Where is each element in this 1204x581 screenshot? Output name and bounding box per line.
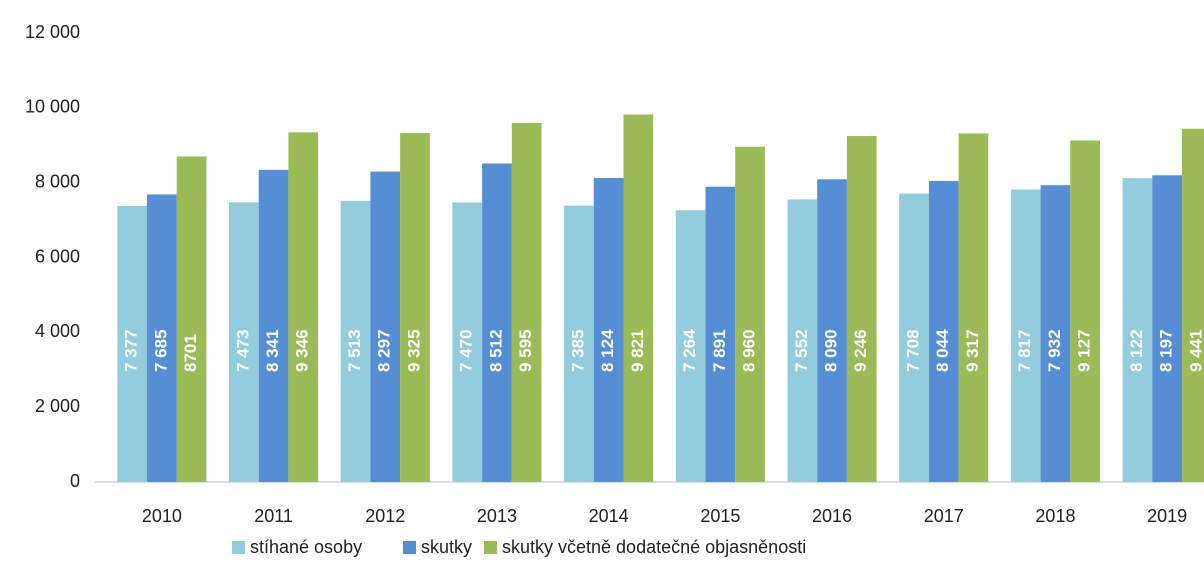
y-tick-label: 4 000 <box>35 321 80 341</box>
value-label: 8 090 <box>822 329 841 372</box>
value-label: 7 685 <box>151 329 170 372</box>
bar <box>787 199 818 483</box>
x-tick-label: 2010 <box>142 506 182 526</box>
x-tick-label: 2014 <box>589 506 629 526</box>
bar <box>675 210 706 483</box>
y-tick-label: 6 000 <box>35 246 80 266</box>
bar <box>623 114 654 482</box>
bar <box>482 163 512 482</box>
bar <box>593 178 624 483</box>
value-label: 8 297 <box>375 329 394 372</box>
value-label: 9 325 <box>404 329 423 372</box>
bar <box>176 156 207 483</box>
bar <box>452 202 483 482</box>
bar <box>899 193 929 482</box>
x-tick-label: 2011 <box>254 506 293 526</box>
legend-swatch <box>403 541 416 554</box>
value-label: 7 932 <box>1045 329 1064 372</box>
x-tick-label: 2016 <box>812 506 852 526</box>
value-label: 8 124 <box>598 329 617 372</box>
value-label: 7 552 <box>792 329 811 372</box>
x-tick-label: 2018 <box>1035 506 1075 526</box>
bar <box>511 122 542 482</box>
y-tick-label: 2 000 <box>35 396 80 416</box>
x-tick-label: 2017 <box>924 506 964 526</box>
value-label: 8 960 <box>740 329 759 372</box>
legend-swatch <box>484 541 497 554</box>
value-label: 8701 <box>181 334 200 372</box>
bar <box>1152 175 1182 482</box>
value-label: 9 346 <box>293 329 312 372</box>
legend-label: skutky včetně dodatečné objasněnosti <box>502 537 806 557</box>
bar <box>288 132 319 482</box>
bar <box>1070 140 1100 482</box>
bar <box>400 133 430 482</box>
bar <box>117 205 147 483</box>
value-label: 7 817 <box>1015 329 1034 372</box>
bar <box>1040 185 1071 482</box>
value-label: 7 513 <box>345 329 364 372</box>
value-label: 7 708 <box>904 329 923 372</box>
value-label: 7 385 <box>568 329 587 372</box>
value-label: 9 595 <box>516 329 535 372</box>
value-label: 8 044 <box>933 329 952 372</box>
bar <box>846 136 877 482</box>
value-label: 7 470 <box>457 329 476 372</box>
value-label: 7 377 <box>122 329 141 372</box>
value-label: 8 341 <box>263 329 282 372</box>
bar <box>705 186 736 482</box>
bar <box>928 181 959 483</box>
bar <box>340 200 371 482</box>
value-label: 9 317 <box>963 329 982 372</box>
value-label: 9 821 <box>628 329 647 372</box>
y-tick-label: 10 000 <box>25 97 80 117</box>
value-label: 9 127 <box>1075 329 1094 372</box>
value-label: 9 441 <box>1186 329 1204 372</box>
legend-label: skutky <box>421 537 472 557</box>
bar <box>147 194 177 482</box>
bar <box>229 202 259 482</box>
bar <box>258 169 289 482</box>
value-label: 7 264 <box>680 329 699 372</box>
x-tick-label: 2012 <box>365 506 405 526</box>
x-tick-label: 2015 <box>700 506 740 526</box>
value-label: 8 197 <box>1157 329 1176 372</box>
value-label: 9 246 <box>851 329 870 372</box>
y-tick-label: 8 000 <box>35 171 80 191</box>
bar <box>564 205 594 482</box>
bar <box>370 171 401 483</box>
y-tick-label: 0 <box>70 471 80 491</box>
value-label: 8 512 <box>486 329 505 372</box>
x-tick-label: 2013 <box>477 506 517 526</box>
value-label: 7 891 <box>710 329 729 372</box>
x-tick-label: 2019 <box>1147 506 1187 526</box>
bar <box>735 146 765 482</box>
y-tick-label: 12 000 <box>25 22 80 42</box>
bar <box>1010 189 1041 482</box>
value-label: 8 122 <box>1127 329 1146 372</box>
bar <box>1182 128 1204 482</box>
bar <box>1122 178 1153 482</box>
bar <box>817 179 847 482</box>
bar <box>958 133 989 482</box>
legend-label: stíhané osoby <box>250 537 362 557</box>
value-label: 7 473 <box>233 329 252 372</box>
legend-swatch <box>232 541 245 554</box>
